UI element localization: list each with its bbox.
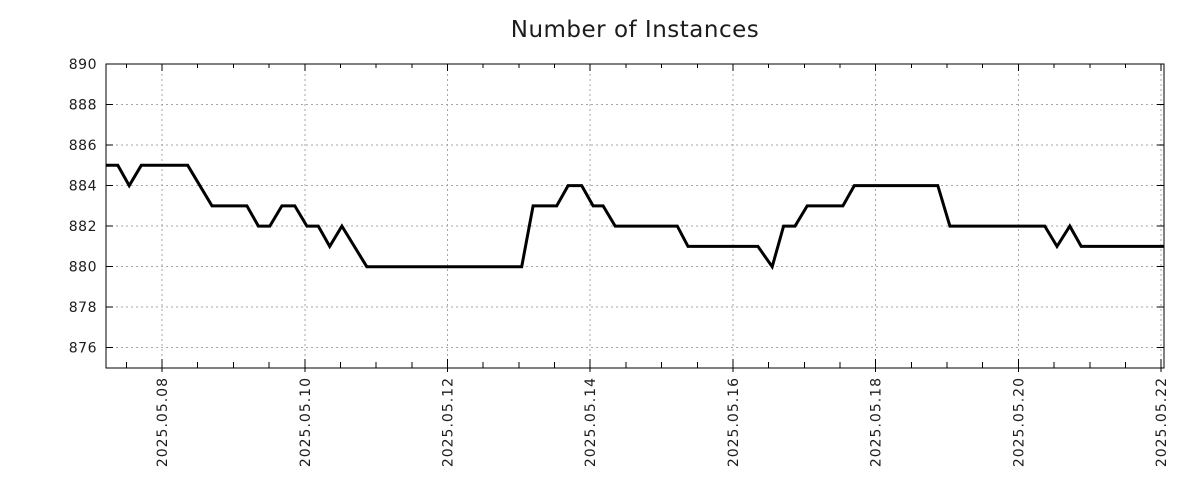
x-tick-label: 2025.05.08 (155, 377, 171, 467)
plot-border (105, 63, 1165, 369)
x-tick-label: 2025.05.10 (298, 377, 314, 467)
x-tick-labels: 2025.05.08 2025.05.10 2025.05.12 2025.05.14… (155, 377, 1170, 467)
y-tick-label: 890 (69, 57, 97, 73)
x-tick-label: 2025.05.20 (1011, 377, 1027, 467)
series-line-instances (106, 163, 1164, 271)
y-tick-label: 880 (69, 260, 97, 276)
y-tick-label: 876 (69, 341, 97, 357)
y-tick-label: 886 (69, 138, 97, 154)
y-tick-labels: 876 878 880 882 884 886 888 890 (69, 57, 97, 357)
x-tick-label: 2025.05.18 (869, 377, 885, 467)
gridlines (106, 64, 1164, 368)
chart-title: Number of Instances (510, 17, 760, 43)
y-tick-label: 888 (69, 98, 97, 114)
x-tick-label: 2025.05.16 (726, 377, 742, 467)
x-tick-label: 2025.05.14 (583, 377, 599, 467)
x-tick-label: 2025.05.12 (441, 377, 457, 467)
y-tick-label: 878 (69, 300, 97, 316)
y-tick-label: 882 (69, 219, 97, 235)
y-tick-label: 884 (69, 179, 97, 195)
axis-ticks (106, 63, 1164, 372)
x-tick-label: 2025.05.22 (1154, 377, 1170, 467)
